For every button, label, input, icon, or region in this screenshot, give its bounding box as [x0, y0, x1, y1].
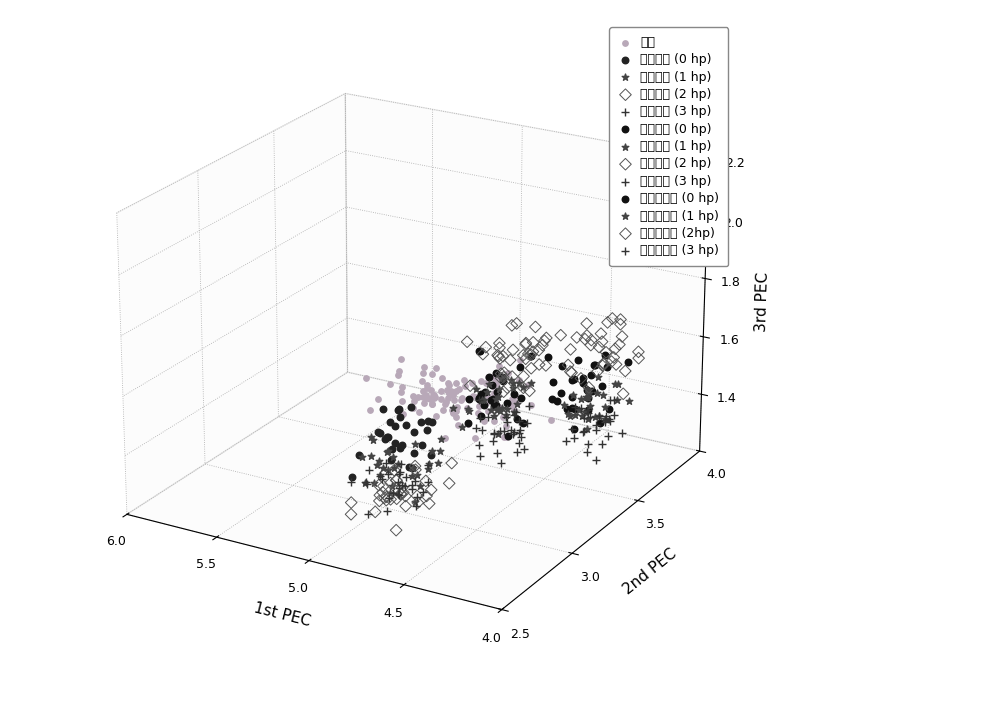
- X-axis label: 1st PEC: 1st PEC: [252, 601, 312, 629]
- Y-axis label: 2nd PEC: 2nd PEC: [620, 546, 679, 597]
- Legend: 正常, 内环故障 (0 hp), 内环故障 (1 hp), 内环故障 (2 hp), 内环故障 (3 hp), 外环故障 (0 hp), 外环故障 (1 hp): 正常, 内环故障 (0 hp), 内环故障 (1 hp), 内环故障 (2 hp…: [609, 27, 728, 266]
